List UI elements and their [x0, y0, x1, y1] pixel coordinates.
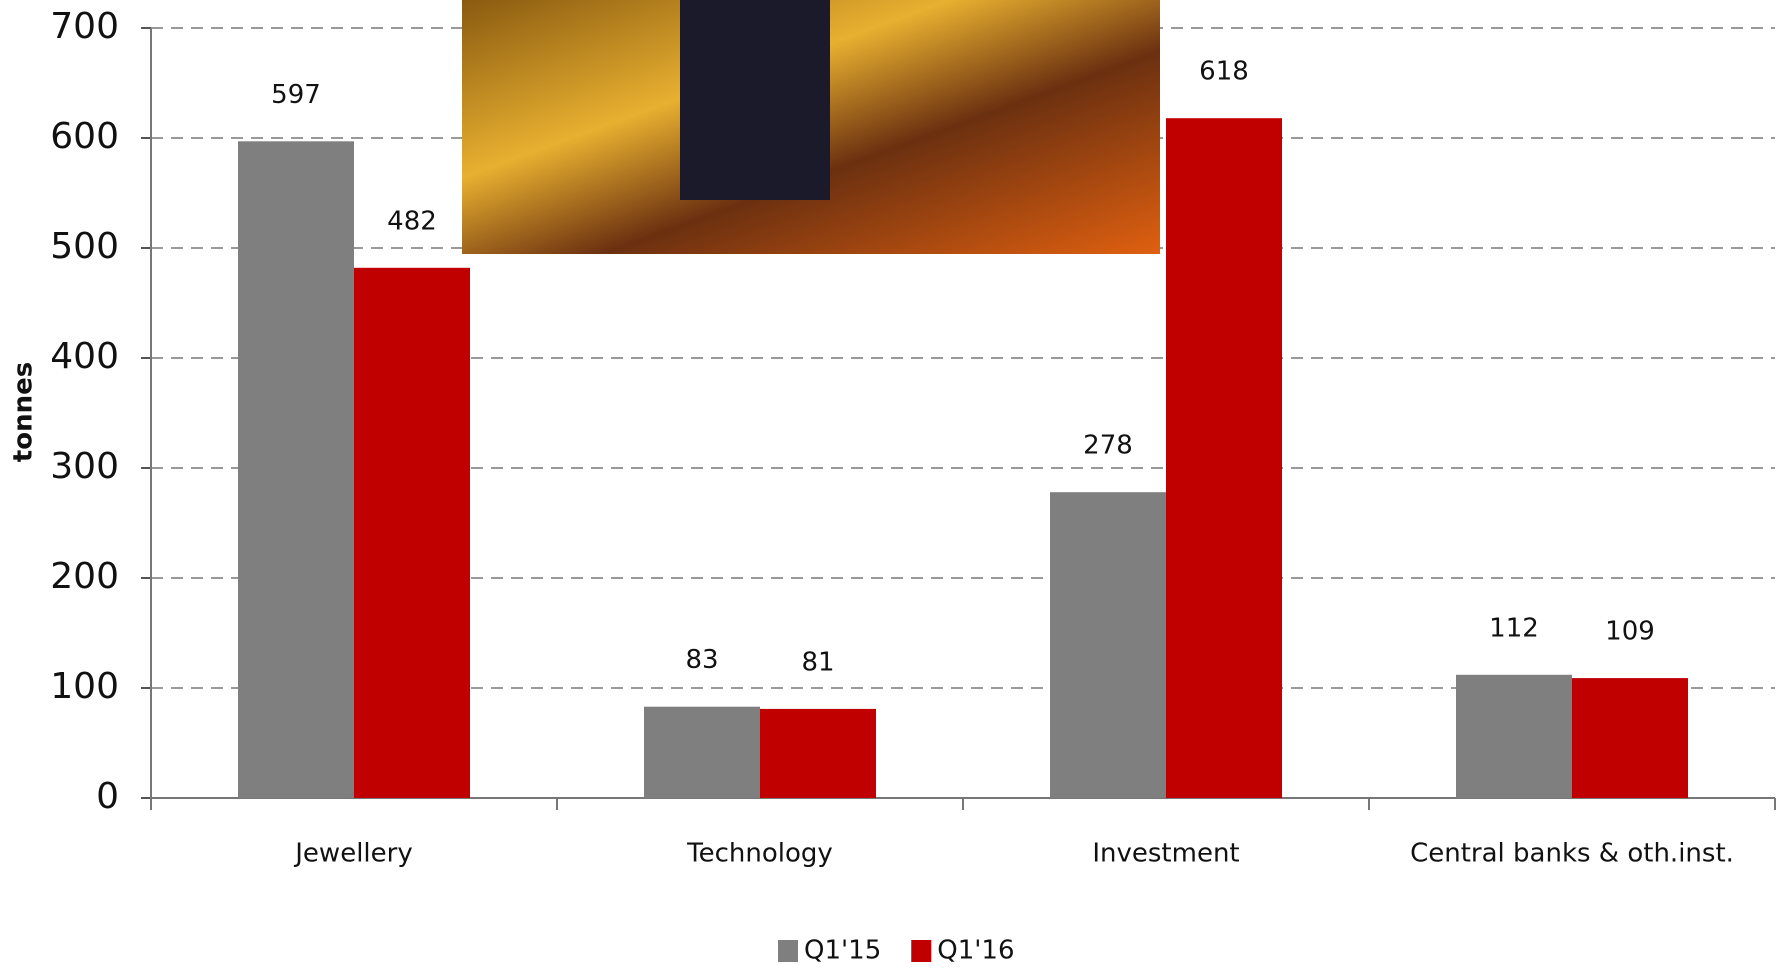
y-axis-label: tonnes [9, 362, 39, 462]
x-tick-label: Central banks & oth.inst. [1410, 839, 1734, 869]
legend-label: Q1'16 [937, 936, 1014, 966]
chart: tonnes 0 100 200 300 400 500 600 700 Jewellery 59… [0, 0, 1785, 968]
bar [1050, 492, 1166, 798]
legend-swatch [778, 940, 798, 962]
bar [1166, 118, 1282, 798]
x-tick-label: Jewellery [293, 839, 412, 869]
data-label: 109 [1605, 617, 1655, 647]
data-label: 83 [685, 645, 718, 675]
data-label: 81 [801, 647, 834, 677]
data-label: 112 [1489, 613, 1539, 643]
data-label: 482 [387, 206, 437, 236]
inset-photo-figure [680, 0, 830, 200]
y-tick-label: 300 [50, 446, 119, 487]
y-tick-label: 400 [50, 336, 119, 377]
x-tick-label: Investment [1092, 839, 1239, 869]
bar [644, 707, 760, 798]
bar [1572, 678, 1688, 798]
legend-label: Q1'15 [804, 936, 881, 966]
y-tick-label: 100 [50, 666, 119, 707]
y-tick-label: 200 [50, 556, 119, 597]
bar [354, 268, 470, 798]
y-tick-label: 700 [50, 6, 119, 47]
legend-swatch [911, 940, 931, 962]
y-tick-label: 600 [50, 116, 119, 157]
bar [238, 141, 354, 798]
data-label: 618 [1199, 57, 1249, 87]
bar [1456, 675, 1572, 798]
x-tick-label: Technology [686, 839, 833, 869]
y-tick-label: 0 [96, 776, 119, 817]
y-tick-label: 500 [50, 226, 119, 267]
data-label: 278 [1083, 431, 1133, 461]
data-label: 597 [271, 80, 321, 110]
bar [760, 709, 876, 798]
